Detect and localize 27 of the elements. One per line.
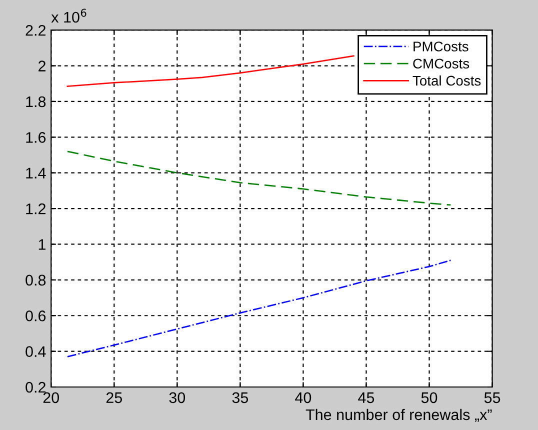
- x-tick-label: 45: [358, 392, 374, 404]
- x-axis-title: The number of renewals „x”: [306, 408, 492, 422]
- text: x 10$^{6}$: [51, 8, 86, 23]
- y-tick-label: 1.4: [26, 168, 46, 178]
- x-tick-label: 35: [232, 392, 248, 404]
- legend-label: Total Costs: [412, 75, 481, 86]
- y-tick-label: 1.2: [26, 203, 46, 214]
- legend-label: CMCosts: [413, 58, 470, 69]
- legend-label: PMCosts: [414, 42, 468, 52]
- x-tick-label: 20: [43, 392, 60, 404]
- x-tick-label: 25: [106, 392, 122, 404]
- y-tick-label: 1.8: [26, 96, 46, 108]
- y-tick-label: 0.2: [26, 382, 46, 393]
- line-series: [66, 55, 354, 88]
- x-tick-label: 50: [421, 392, 438, 404]
- y-tick-label: 0.4: [26, 346, 46, 357]
- line-series: [66, 150, 452, 206]
- y-tick-label: 2.2: [26, 24, 46, 36]
- y-tick-label: 0.8: [26, 274, 46, 286]
- y-tick-label: 1.6: [26, 132, 46, 143]
- y-tick-label: 0.6: [26, 310, 46, 322]
- y-tick-label: 2: [38, 60, 46, 72]
- y-tick-label: 1: [38, 239, 46, 250]
- x-tick-label: 40: [295, 392, 312, 404]
- line-series: [66, 260, 452, 358]
- x-tick-label: 30: [169, 392, 186, 404]
- x-tick-label: 55: [484, 392, 500, 404]
